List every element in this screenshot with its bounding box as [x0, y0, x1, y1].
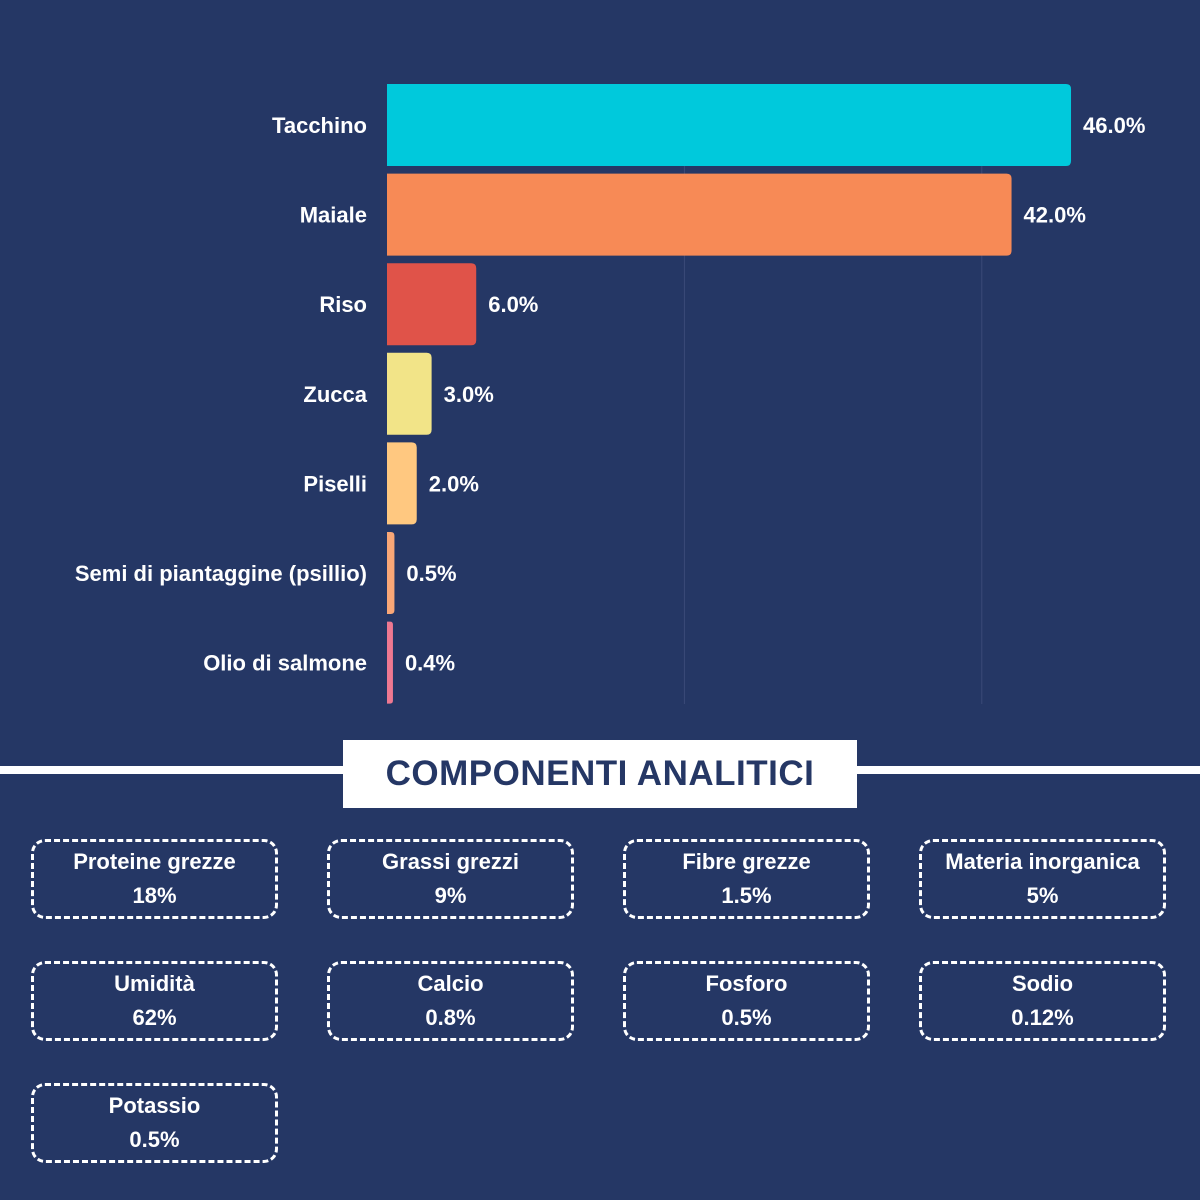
bar-riso — [387, 263, 477, 346]
category-label: Tacchino — [272, 113, 367, 138]
category-label: Olio di salmone — [203, 651, 367, 676]
component-card: Potassio 0.5% — [31, 1083, 278, 1163]
component-name: Calcio — [417, 971, 484, 996]
component-name: Fosforo — [705, 971, 788, 996]
component-value: 62% — [132, 1005, 177, 1030]
category-label: Riso — [319, 292, 367, 317]
chart-labels: Tacchino 46.0% Maiale 42.0% Riso 6.0% Zucca 3.0… — [75, 113, 1146, 676]
component-card: Fibre grezze 1.5% — [623, 839, 870, 919]
bar-maiale — [387, 173, 1012, 256]
component-value: 1.5% — [721, 883, 772, 908]
value-label: 0.5% — [406, 561, 456, 586]
section-title: COMPONENTI ANALITICI — [385, 754, 815, 793]
chart-bars — [387, 84, 1072, 704]
bar-olio-di-salmone — [387, 621, 393, 704]
component-value: 0.5% — [129, 1127, 180, 1152]
component-value: 0.12% — [1011, 1005, 1074, 1030]
section-title-box: COMPONENTI ANALITICI — [343, 740, 857, 808]
bar-piselli — [387, 442, 417, 525]
component-card: Fosforo 0.5% — [623, 961, 870, 1041]
component-name: Fibre grezze — [682, 849, 811, 874]
component-card: Umidità 62% — [31, 961, 278, 1041]
value-label: 2.0% — [429, 471, 479, 496]
component-name: Materia inorganica — [945, 849, 1140, 874]
component-name: Proteine grezze — [73, 849, 236, 874]
category-label: Semi di piantaggine (psillio) — [75, 561, 367, 586]
bar-zucca — [387, 352, 432, 435]
value-label: 6.0% — [488, 292, 538, 317]
component-name: Potassio — [108, 1093, 201, 1118]
component-card: Proteine grezze 18% — [31, 839, 278, 919]
category-label: Piselli — [303, 471, 367, 496]
category-label: Maiale — [300, 203, 367, 228]
component-value: 9% — [434, 883, 467, 908]
component-name: Sodio — [1011, 971, 1074, 996]
component-card: Calcio 0.8% — [327, 961, 574, 1041]
bar-tacchino — [387, 84, 1072, 166]
component-card: Materia inorganica 5% — [919, 839, 1166, 919]
component-value: 0.8% — [425, 1005, 476, 1030]
ingredients-bar-chart: Tacchino 46.0% Maiale 42.0% Riso 6.0% Zucca 3.0… — [75, 84, 1146, 704]
value-label: 42.0% — [1024, 203, 1086, 228]
component-name: Umidità — [114, 971, 195, 996]
bar-semi-di-piantaggine-psillio — [387, 532, 395, 614]
component-card: Sodio 0.12% — [919, 961, 1166, 1041]
value-label: 3.0% — [444, 382, 494, 407]
component-card: Grassi grezzi 9% — [327, 839, 574, 919]
value-label: 0.4% — [405, 651, 455, 676]
category-label: Zucca — [303, 382, 367, 407]
component-name: Grassi grezzi — [382, 849, 519, 874]
component-value: 0.5% — [721, 1005, 772, 1030]
component-value: 18% — [132, 883, 177, 908]
component-value: 5% — [1026, 883, 1059, 908]
value-label: 46.0% — [1083, 113, 1145, 138]
